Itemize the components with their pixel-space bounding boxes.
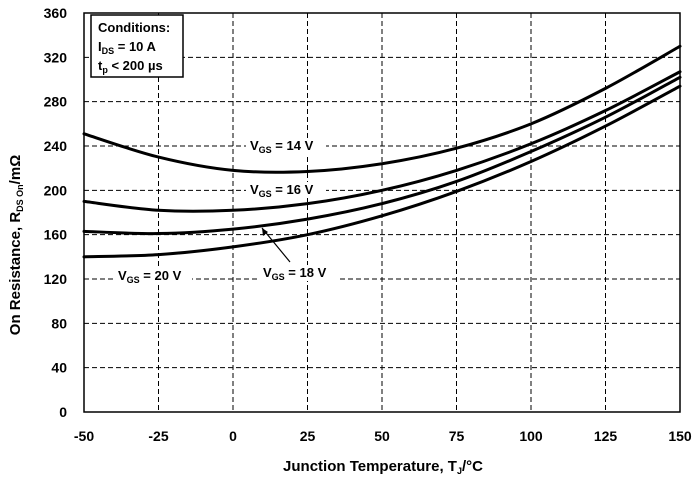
- y-tick-label: 360: [44, 5, 68, 21]
- series-label-vgs-16: VGS = 16 V: [246, 182, 326, 199]
- series-lines: [82, 44, 682, 259]
- y-tick-label: 40: [51, 360, 67, 376]
- series-label-vgs-20: VGS = 20 V: [116, 268, 192, 285]
- x-tick-label: 50: [374, 428, 390, 444]
- grid-lines: [84, 13, 680, 412]
- plot-frame: [83, 12, 681, 413]
- y-tick-label: 240: [44, 138, 68, 154]
- x-tick-label: 75: [449, 428, 465, 444]
- y-tick-label: 280: [44, 94, 68, 110]
- series-label-vgs-14: VGS = 14 V: [246, 138, 326, 155]
- y-tick-label: 160: [44, 227, 68, 243]
- tick-labels: -50 -25 0 25 50 75 100 125 150 0 40 80 120 160 200 240 2…: [44, 5, 692, 444]
- series-line-3: [82, 75, 682, 236]
- series-line-2: [82, 70, 682, 213]
- y-tick-label: 120: [44, 271, 68, 287]
- conditions-tp: tp < 200 µs: [98, 58, 163, 75]
- y-tick-label: 0: [59, 404, 67, 420]
- svg-text:VGS = 20 V: VGS = 20 V: [118, 268, 182, 285]
- y-tick-label: 80: [51, 315, 67, 331]
- x-tick-label: 150: [668, 428, 692, 444]
- conditions-ids: IDS = 10 A: [98, 39, 157, 56]
- x-tick-label: -50: [74, 428, 94, 444]
- x-tick-label: -25: [148, 428, 168, 444]
- series-line-4: [82, 84, 682, 259]
- conditions-box: Conditions: IDS = 10 A tp < 200 µs: [90, 14, 184, 78]
- y-axis-title: On Resistance, RDS On/mΩ: [7, 155, 25, 335]
- x-axis-title: Junction Temperature, TJ/°C: [283, 458, 483, 476]
- x-tick-label: 125: [594, 428, 618, 444]
- svg-text:VGS = 16 V: VGS = 16 V: [250, 182, 314, 199]
- x-tick-label: 100: [519, 428, 543, 444]
- svg-text:VGS = 14 V: VGS = 14 V: [250, 138, 314, 155]
- y-tick-label: 200: [44, 182, 68, 198]
- series-line-1: [82, 44, 682, 174]
- series-label-vgs-18: VGS = 18 V: [259, 227, 337, 282]
- x-tick-label: 25: [300, 428, 316, 444]
- y-tick-label: 320: [44, 49, 68, 65]
- x-tick-label: 0: [229, 428, 237, 444]
- conditions-title: Conditions:: [98, 20, 170, 35]
- svg-text:VGS = 18 V: VGS = 18 V: [263, 265, 327, 282]
